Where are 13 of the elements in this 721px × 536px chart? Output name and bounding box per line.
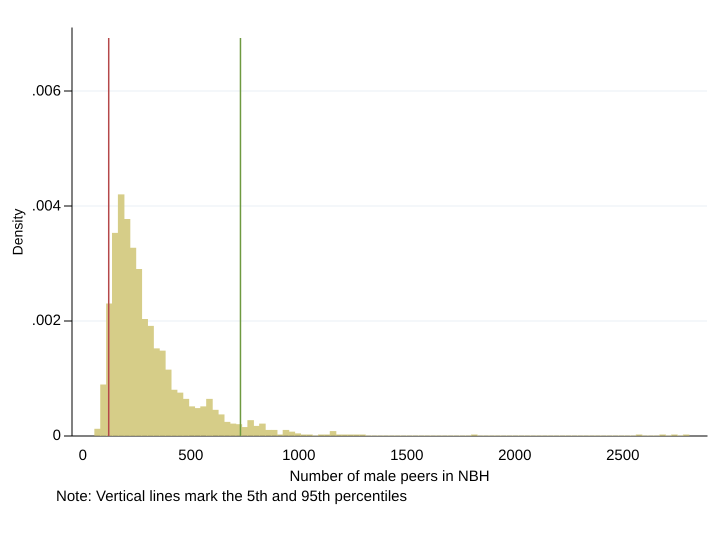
y-tick-label: .002 — [32, 312, 61, 330]
x-tick-label: 1500 — [390, 447, 424, 464]
x-tick-label: 2500 — [606, 447, 640, 464]
y-axis-title: Density — [9, 208, 26, 256]
x-tick-label: 2000 — [498, 447, 532, 464]
x-tick-label: 500 — [178, 447, 204, 464]
x-axis-title: Number of male peers in NBH — [289, 468, 490, 486]
y-tick-label: 0 — [52, 427, 61, 444]
y-tick-label: .006 — [32, 82, 61, 100]
text: Note: Vertical lines mark the 5th and 95th percentiles — [55, 488, 408, 505]
y-tick-label: .004 — [32, 197, 61, 214]
x-tick-label: 1000 — [282, 447, 316, 464]
x-tick-label: 0 — [78, 447, 87, 464]
